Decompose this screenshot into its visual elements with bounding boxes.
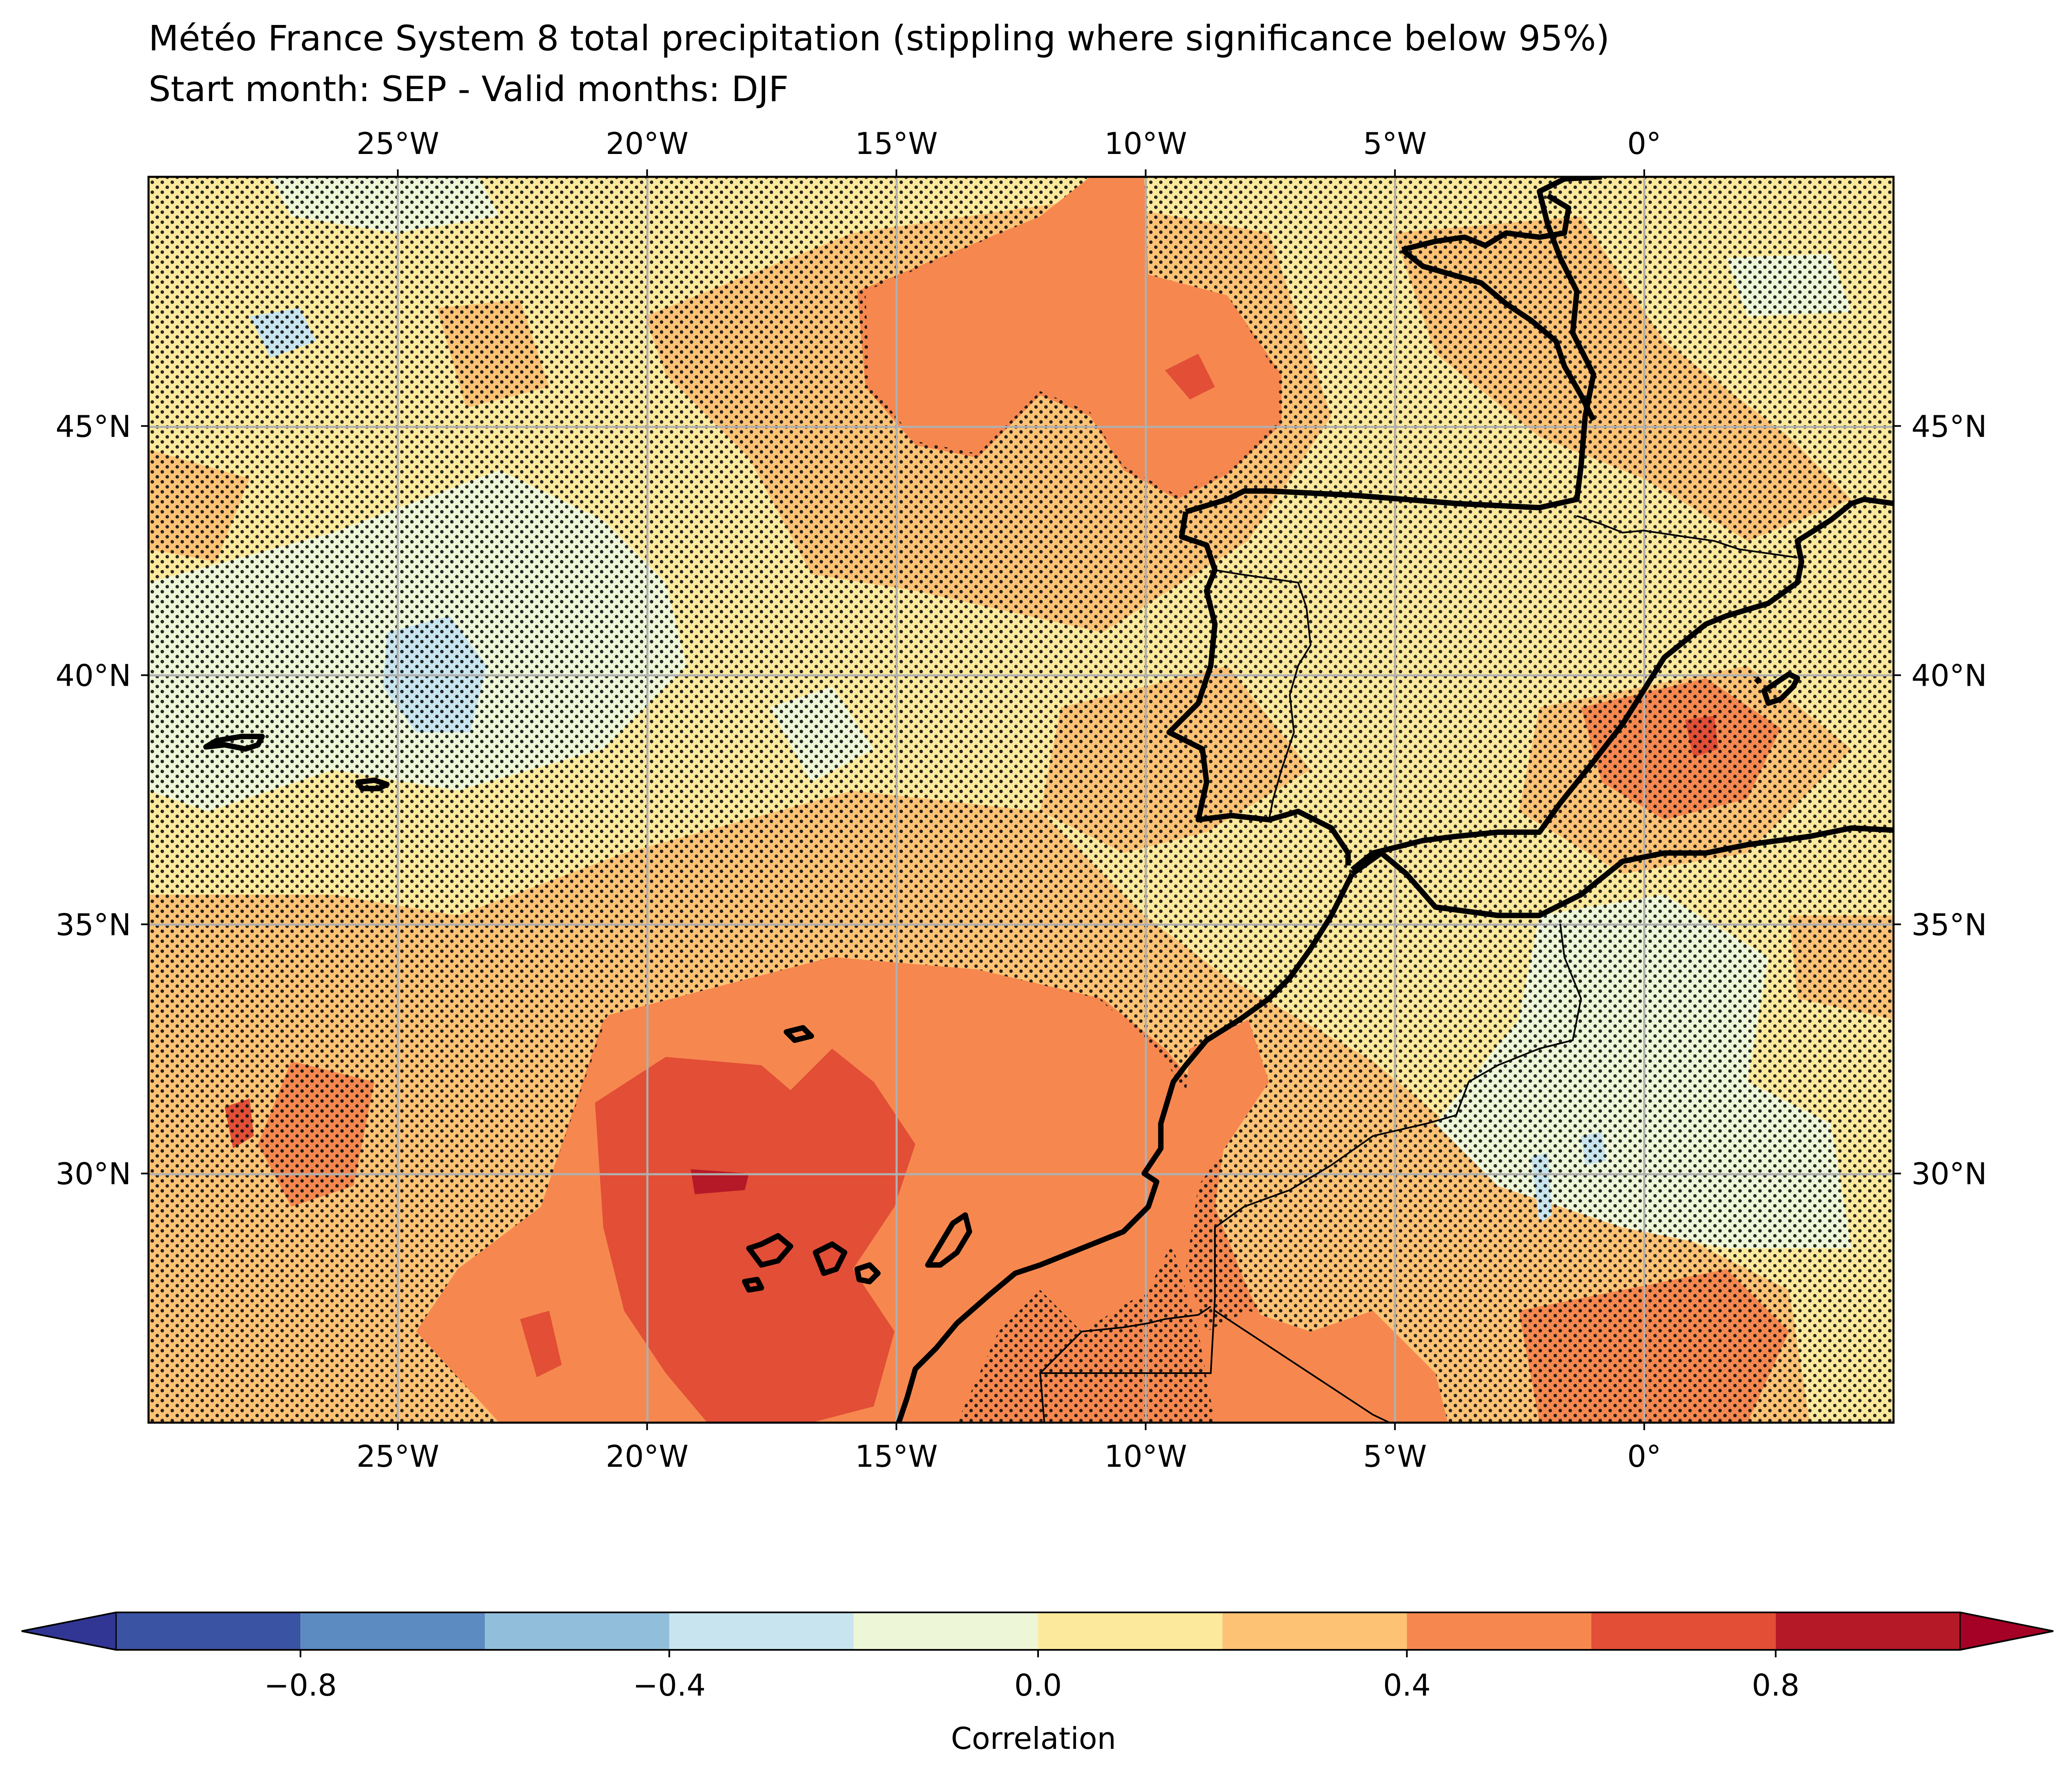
colorbar-bin — [300, 1612, 485, 1650]
coastline-africa-north — [1351, 825, 1894, 918]
lon-label-bottom: 15°W — [855, 1439, 938, 1474]
coastline-africa-west — [896, 873, 1355, 1423]
coastline-balearic — [1761, 671, 1800, 706]
coastline-azores-1 — [203, 734, 265, 752]
coastline-iberia-west — [1166, 511, 1351, 865]
colorbar-tick-label: −0.4 — [633, 1668, 706, 1703]
colorbar-bin — [1407, 1612, 1591, 1650]
lon-label-bottom: 20°W — [606, 1439, 689, 1474]
lat-label-left: 40°N — [56, 658, 131, 693]
coastline-mallorca — [1754, 676, 1762, 684]
borders — [1039, 515, 1798, 1423]
lat-label-left: 45°N — [56, 409, 131, 444]
coastline-iberia — [1185, 177, 1602, 515]
colorbar-bin — [116, 1612, 301, 1650]
latitude-labels-left: 45°N 40°N 35°N 30°N — [56, 409, 131, 1191]
colorbar-under-arrow — [21, 1612, 117, 1651]
coastline-iberia-south — [1350, 496, 1894, 872]
colorbar-bin — [853, 1612, 1038, 1650]
border-spain-portugal — [1214, 569, 1312, 820]
lon-label-top: 0° — [1627, 126, 1661, 161]
map-frame — [147, 176, 1895, 1424]
lat-label-right: 40°N — [1911, 658, 1987, 693]
colorbar-over-arrow — [1959, 1612, 2054, 1651]
tick-marks — [141, 169, 1901, 1430]
lon-label-bottom: 5°W — [1363, 1439, 1427, 1474]
map-title: Météo France System 8 total precipitatio… — [149, 18, 1610, 59]
gridlines — [149, 177, 1894, 1423]
colorbar-bin — [1038, 1612, 1223, 1650]
lon-label-bottom: 25°W — [357, 1439, 439, 1474]
coastline-azores-2 — [355, 777, 390, 791]
significant-areas — [416, 177, 1448, 1423]
coastline-madeira — [783, 1025, 814, 1043]
lat-label-left: 30°N — [56, 1156, 131, 1191]
border-morocco-algeria — [1214, 923, 1582, 1298]
colorbar-label: Correlation — [951, 1721, 1116, 1756]
border-sahara-mauritania — [1039, 1306, 1212, 1374]
map-panel — [149, 177, 1894, 1423]
colorbar-tick-label: 0.4 — [1383, 1668, 1431, 1703]
colorbar-tick-label: 0.0 — [1014, 1668, 1062, 1703]
coastline-france-brittany — [1401, 193, 1571, 253]
lon-label-top: 10°W — [1104, 126, 1187, 161]
coastline-canaries-2 — [813, 1241, 848, 1276]
lat-label-right: 30°N — [1911, 1156, 1987, 1191]
lon-label-bottom: 0° — [1627, 1439, 1661, 1474]
lon-label-top: 20°W — [606, 126, 689, 161]
map-subtitle: Start month: SEP - Valid months: DJF — [149, 69, 789, 109]
coastlines — [203, 177, 1894, 1423]
coastline-canaries-5 — [742, 1277, 764, 1293]
coastline-canaries-4 — [925, 1212, 972, 1268]
coastline-france-biscay — [1400, 247, 1596, 422]
lon-label-top: 25°W — [357, 126, 439, 161]
lat-label-left: 35°N — [56, 907, 131, 942]
colorbar-tick-label: −0.8 — [264, 1668, 337, 1703]
longitude-labels-bottom: 25°W 20°W 15°W 10°W 5°W 0° — [357, 1439, 1661, 1474]
latitude-labels-right: 45°N 40°N 35°N 30°N — [1911, 409, 1987, 1191]
coastline-canaries-3 — [854, 1262, 881, 1285]
colorbar-bin — [1591, 1612, 1776, 1650]
border-western-sahara — [1039, 1298, 1216, 1423]
lat-label-right: 45°N — [1911, 409, 1987, 444]
longitude-labels-top: 25°W 20°W 15°W 10°W 5°W 0° — [357, 126, 1661, 161]
border-spain-france — [1576, 515, 1798, 558]
lon-label-top: 5°W — [1363, 126, 1427, 161]
lat-label-right: 35°N — [1911, 907, 1987, 942]
colorbar-outline — [21, 1612, 2054, 1651]
lon-label-bottom: 10°W — [1104, 1439, 1187, 1474]
colorbar-bin — [1222, 1612, 1407, 1650]
colorbar — [21, 1612, 2054, 1657]
colorbar-bin — [1775, 1612, 1960, 1650]
colorbar-bin — [669, 1612, 854, 1650]
colorbar-tick-label: 0.8 — [1752, 1668, 1800, 1703]
colorbar-bin — [485, 1612, 669, 1650]
colorbar-ticks: −0.8 −0.4 0.0 0.4 0.8 — [264, 1668, 1799, 1703]
coastline-canaries-1 — [746, 1233, 793, 1268]
lon-label-top: 15°W — [855, 126, 938, 161]
border-algeria-mauritania — [1214, 1310, 1390, 1423]
